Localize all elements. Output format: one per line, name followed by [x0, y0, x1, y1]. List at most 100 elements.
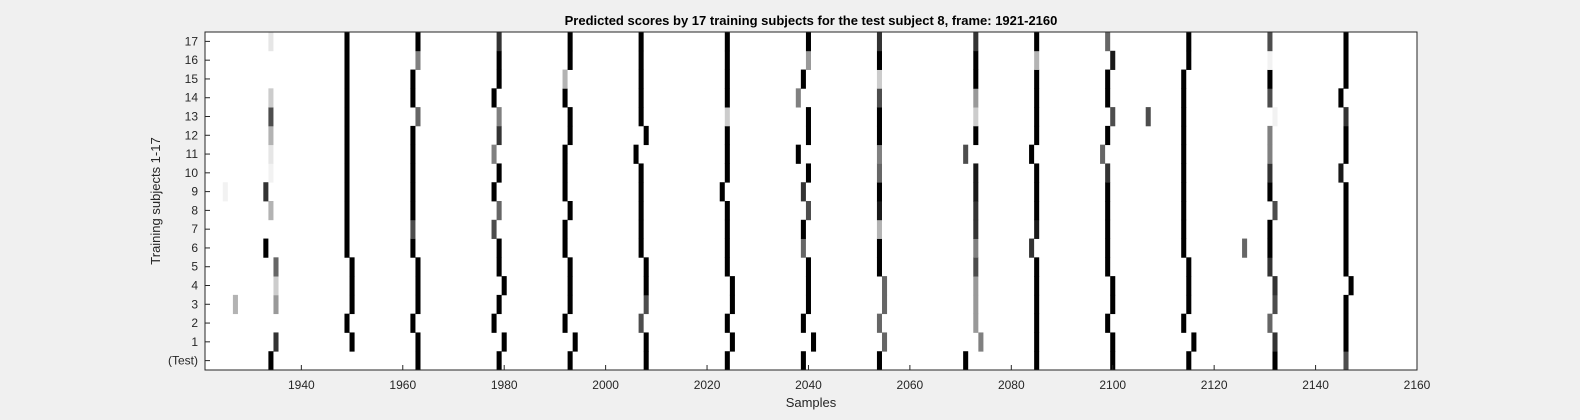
heatmap-cell: [795, 144, 801, 164]
x-axis-label: Samples: [786, 395, 837, 410]
heatmap-cell: [1267, 182, 1273, 202]
heatmap-cell: [496, 107, 502, 127]
heatmap-cell: [638, 238, 644, 258]
heatmap-cell: [638, 107, 644, 127]
heatmap-cell: [1186, 257, 1192, 277]
heatmap-cell: [643, 351, 649, 371]
x-tick-label: 2080: [998, 378, 1025, 392]
heatmap-cell: [638, 32, 644, 52]
heatmap-cell: [1100, 144, 1106, 164]
heatmap-cell: [1267, 69, 1273, 89]
heatmap-cells: [222, 32, 1354, 371]
heatmap-cell: [496, 238, 502, 258]
heatmap-cell: [876, 144, 882, 164]
y-tick-label: 2: [191, 316, 198, 330]
heatmap-cell: [415, 107, 421, 127]
heatmap-cell: [567, 294, 573, 315]
heatmap-cell: [1343, 69, 1349, 89]
heatmap-cell: [415, 332, 421, 352]
heatmap-cell: [1105, 313, 1111, 333]
y-tick-label: (Test): [168, 354, 198, 368]
heatmap-cell: [496, 294, 502, 315]
heatmap-cell: [344, 50, 350, 70]
heatmap-cell: [344, 69, 350, 89]
heatmap-cell: [491, 144, 497, 164]
heatmap-cell: [876, 201, 882, 221]
heatmap-cell: [973, 238, 979, 258]
heatmap-cell: [1034, 163, 1040, 183]
heatmap-cell: [800, 351, 806, 371]
heatmap-cell: [415, 294, 421, 315]
heatmap-cell: [638, 313, 644, 333]
heatmap-cell: [973, 182, 979, 202]
heatmap-cell: [567, 201, 573, 221]
heatmap-cell: [1034, 69, 1040, 89]
heatmap-cell: [344, 238, 350, 258]
heatmap-cell: [1034, 351, 1040, 371]
y-tick-label: 6: [191, 241, 198, 255]
heatmap-cell: [724, 107, 730, 127]
heatmap-cell: [263, 238, 269, 258]
heatmap-cell: [1181, 163, 1187, 183]
y-tick-label: 1: [191, 335, 198, 349]
heatmap-cell: [1029, 238, 1035, 258]
heatmap-cell: [415, 257, 421, 277]
heatmap-cell: [1267, 238, 1273, 258]
y-tick-label: 16: [185, 53, 199, 67]
heatmap-cell: [1343, 201, 1349, 221]
heatmap-cell: [1343, 351, 1349, 371]
heatmap-cell: [1343, 294, 1349, 315]
heatmap-cell: [562, 238, 568, 258]
heatmap-cell: [273, 276, 279, 296]
y-tick-label: 8: [191, 203, 198, 217]
heatmap-cell: [638, 163, 644, 183]
heatmap-cell: [724, 257, 730, 277]
heatmap-cell: [567, 125, 573, 146]
heatmap-cell: [1034, 201, 1040, 221]
heatmap-cell: [876, 69, 882, 89]
heatmap-cell: [344, 107, 350, 127]
heatmap-cell: [876, 163, 882, 183]
heatmap-cell: [1267, 32, 1273, 52]
heatmap-cell: [1343, 257, 1349, 277]
heatmap-cell: [1267, 313, 1273, 333]
heatmap-cell: [344, 219, 350, 239]
heatmap-cell: [1034, 313, 1040, 333]
heatmap-cell: [496, 257, 502, 277]
heatmap-cell: [567, 50, 573, 70]
x-tick-label: 1980: [491, 378, 518, 392]
heatmap-cell: [724, 238, 730, 258]
heatmap-cell: [1029, 144, 1035, 164]
heatmap-cell: [876, 50, 882, 70]
heatmap-cell: [562, 182, 568, 202]
heatmap-cell: [562, 88, 568, 108]
heatmap-cell: [410, 219, 416, 239]
heatmap-cell: [876, 257, 882, 277]
heatmap-cell: [1105, 182, 1111, 202]
heatmap-cell: [719, 182, 725, 202]
heatmap-cell: [562, 219, 568, 239]
heatmap-cell: [724, 313, 730, 333]
y-tick-label: 15: [185, 72, 199, 86]
heatmap-cell: [344, 88, 350, 108]
heatmap-cell: [410, 69, 416, 89]
x-tick-label: 1960: [389, 378, 416, 392]
y-tick-label: 5: [191, 260, 198, 274]
heatmap-cell: [268, 88, 274, 108]
chart-title: Predicted scores by 17 training subjects…: [565, 13, 1058, 28]
y-tick-label: 10: [185, 166, 199, 180]
heatmap-cell: [643, 276, 649, 296]
heatmap-cell: [1343, 182, 1349, 202]
x-tick-label: 1940: [288, 378, 315, 392]
plot-frame: [204, 31, 1418, 371]
heatmap-cell: [805, 50, 811, 70]
heatmap-cell: [1034, 32, 1040, 52]
heatmap-cell: [1186, 50, 1192, 70]
heatmap-cell: [1034, 50, 1040, 70]
heatmap-cell: [496, 201, 502, 221]
heatmap-cell: [344, 144, 350, 164]
heatmap-cell: [1186, 32, 1192, 52]
heatmap-cell: [1242, 238, 1248, 258]
